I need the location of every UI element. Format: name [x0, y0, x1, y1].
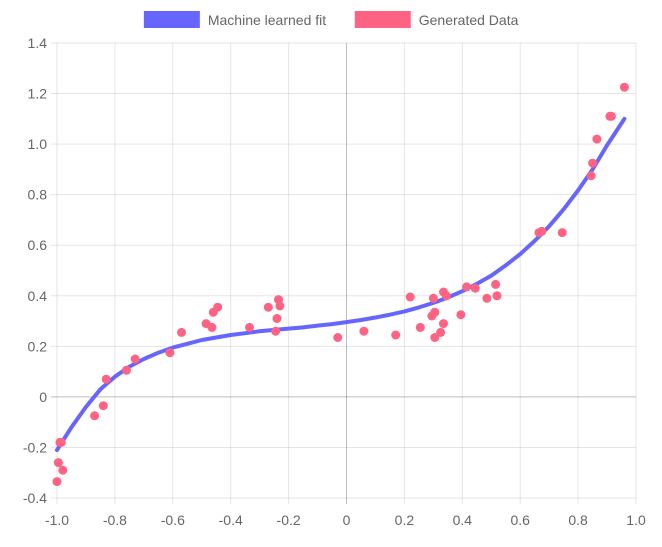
data-point [588, 158, 598, 168]
data-point [430, 307, 440, 317]
y-tick-label: -0.4 [23, 490, 47, 506]
data-point [58, 465, 68, 475]
x-tick-label: -0.8 [103, 512, 127, 528]
data-point [245, 322, 254, 332]
fit-line [55, 116, 627, 452]
x-tick-label: -0.6 [161, 512, 185, 528]
data-point [456, 310, 466, 320]
y-tick-label: 1.0 [28, 136, 48, 152]
x-tick-label: -1.0 [45, 512, 69, 528]
data-point [491, 279, 501, 289]
axis-ticks: -1.0 -0.8 -0.6 -0.4 -0.2 0 0.2 0.4 0.6 0.8 1.0 -0.4… [23, 35, 646, 528]
data-point [177, 327, 186, 337]
data-point [482, 293, 492, 303]
data-point [586, 171, 596, 181]
data-point [557, 228, 567, 238]
data-point [441, 291, 451, 301]
data-point [263, 302, 273, 312]
legend-swatch [143, 11, 200, 28]
y-tick-label: 0.4 [28, 288, 48, 304]
legend-item-data[interactable]: Generated Data [354, 11, 519, 28]
data-point [130, 354, 140, 364]
data-point [98, 401, 108, 411]
x-tick-label: 1.0 [626, 512, 646, 528]
data-point [436, 327, 446, 337]
data-point [391, 330, 401, 340]
data-point [52, 477, 62, 487]
data-point [430, 333, 440, 342]
data-point [405, 292, 415, 302]
legend-label: Generated Data [419, 12, 519, 28]
x-tick-label: 0.2 [395, 512, 415, 528]
data-point [606, 111, 616, 121]
y-tick-label: 0.8 [28, 187, 48, 203]
y-tick-label: 1.2 [28, 86, 48, 102]
legend-item-fit[interactable]: Machine learned fit [143, 11, 326, 28]
data-point [333, 333, 343, 342]
data-point [53, 458, 63, 468]
y-tick-label: 0.2 [28, 338, 48, 354]
x-tick-label: -0.2 [277, 512, 301, 528]
x-tick-label: 0.8 [568, 512, 588, 528]
data-point [439, 319, 448, 329]
data-point [207, 322, 217, 332]
data-point [619, 82, 629, 92]
data-point [90, 411, 100, 421]
data-point [272, 314, 282, 323]
legend-label: Machine learned fit [208, 12, 326, 28]
y-tick-label: -0.2 [23, 439, 47, 455]
data-point [165, 348, 175, 358]
y-tick-label: 0 [39, 389, 47, 405]
x-tick-label: -0.4 [219, 512, 243, 528]
data-point [56, 437, 66, 447]
x-tick-label: 0.4 [453, 512, 473, 528]
grid-lines [51, 42, 637, 504]
data-point [592, 134, 602, 144]
data-point [492, 291, 502, 301]
x-tick-label: 0 [343, 512, 351, 528]
data-point [122, 365, 131, 375]
data-point [415, 322, 425, 332]
data-point [359, 326, 369, 336]
data-point [470, 283, 480, 293]
x-tick-label: 0.6 [510, 512, 530, 528]
data-point [537, 226, 547, 236]
legend[interactable]: Machine learned fit Generated Data [143, 11, 519, 28]
data-point [428, 293, 438, 303]
data-point [462, 282, 472, 292]
data-point [213, 302, 223, 312]
y-tick-label: 1.4 [28, 35, 48, 51]
y-tick-label: 0.6 [28, 237, 48, 253]
data-point [275, 301, 285, 311]
fit-line-layer [55, 116, 627, 452]
data-points-layer [52, 82, 629, 487]
data-point [101, 374, 111, 384]
data-point [271, 326, 281, 336]
legend-swatch [354, 11, 411, 28]
